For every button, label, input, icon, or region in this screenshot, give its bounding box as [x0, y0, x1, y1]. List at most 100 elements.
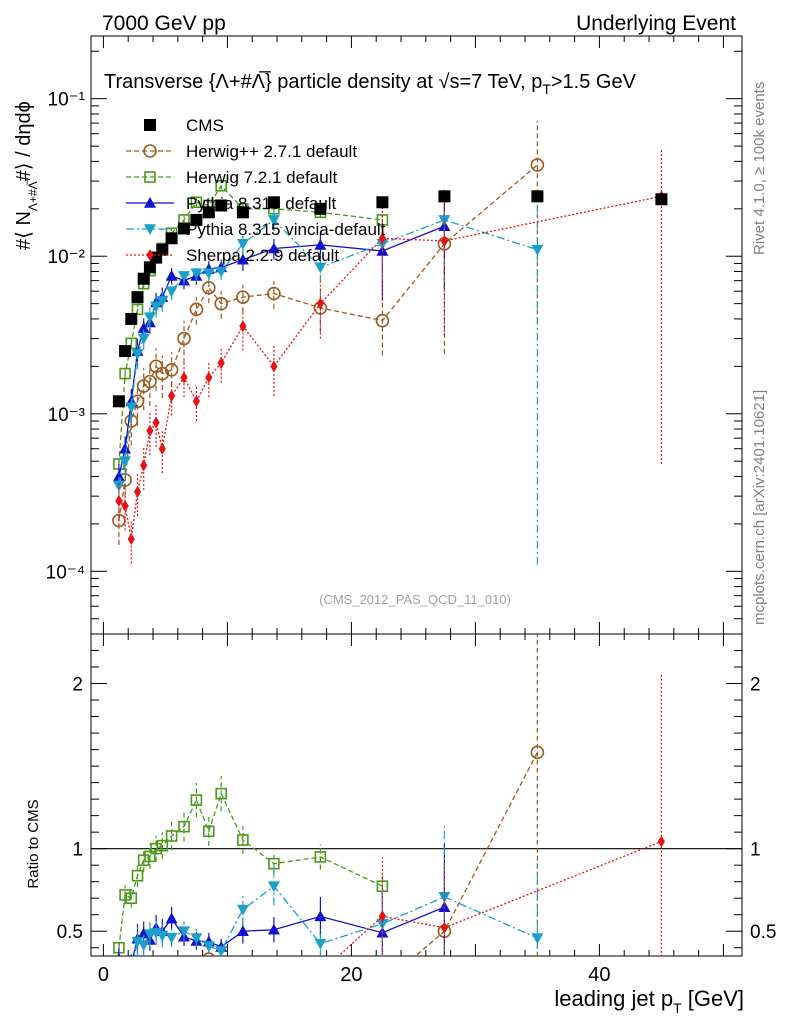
series-0-point [178, 222, 190, 235]
series-1-point [267, 286, 281, 301]
series-3-point [236, 253, 249, 265]
series-5-point [316, 297, 324, 310]
series-2-ratio-point [203, 825, 215, 838]
y-tick-label: 10⁻² [48, 247, 86, 268]
series-4-ratio-point [190, 933, 203, 945]
series-1-ratio-point [215, 968, 227, 980]
series-1-ratio-point [119, 983, 131, 995]
series-4-ratio-point [376, 918, 389, 930]
series-5-ratio-point [168, 991, 175, 1003]
series-1-ratio-point [125, 971, 137, 983]
series-5-point [127, 533, 135, 546]
series-5-ratio-point [128, 1001, 135, 1013]
series-3-point [137, 322, 150, 333]
series-0-point [112, 395, 125, 408]
y-axis-label: #⟨ NΛ+#Λ̅#⟩ / dηdϕ [13, 101, 40, 250]
ratio-y-tick-label-right: 1 [750, 840, 761, 861]
ratio-y-axis-label: Ratio to CMS [25, 799, 42, 888]
series-5-point [270, 360, 278, 373]
legend-label-2: Herwig 7.2.1 default [186, 168, 337, 187]
series-1-ratio-point [202, 952, 215, 956]
series-5-ratio-point [159, 999, 166, 1011]
series-5-ratio-point [205, 993, 212, 1005]
series-5-ratio-point [153, 993, 160, 1005]
series-4-ratio-point [119, 976, 131, 987]
series-4-ratio-point [531, 933, 544, 945]
series-0-point [125, 312, 138, 325]
series-4-ratio-point [202, 941, 215, 953]
ratio-y-tick-label: 0.5 [57, 922, 83, 943]
series-1-point [530, 158, 545, 172]
series-2-ratio-point [190, 794, 203, 806]
series-0-point [438, 190, 451, 203]
x-tick-label: 20 [340, 964, 362, 986]
series-2-ratio-point [125, 892, 138, 905]
series-1-ratio-point [113, 979, 125, 991]
series-4-point [190, 268, 203, 280]
series-0-point [137, 272, 150, 285]
series-4-point [156, 296, 169, 307]
series-4-point [267, 215, 280, 226]
series-3-ratio-point [125, 958, 137, 969]
series-5-point [239, 320, 247, 333]
analysis-watermark: (CMS_2012_PAS_QCD_11_010) [319, 592, 511, 607]
series-4-point [531, 244, 544, 256]
series-1-ratio-point [376, 979, 388, 991]
chart-title-tail: >1.5 GeV [551, 71, 637, 93]
chart-title: Transverse {Λ+#Λ̅} particle density at √… [104, 70, 637, 97]
series-5-ratio-line [337, 840, 662, 956]
series-0-point [376, 196, 389, 209]
series-5-ratio-point [378, 910, 386, 923]
series-1-point [143, 374, 157, 389]
series-3-ratio-point [165, 912, 178, 924]
axes: 0 20 40 10⁻⁴ 10⁻³ 10⁻² 10⁻¹ 0.5 0.5 1 1 2 2 [46, 36, 776, 986]
series-5-point [152, 416, 160, 429]
series-4-point [215, 266, 228, 278]
series-4-point [137, 333, 150, 345]
series-0-point [267, 196, 280, 209]
ratio-y-tick-label: 1 [72, 840, 83, 861]
series-2-ratio-point [237, 834, 249, 846]
x-tick-label: 0 [98, 964, 109, 986]
legend-label-4: Pythia 8.315 vincia-default [186, 220, 386, 239]
series-4-point [236, 238, 249, 250]
series-0-point [236, 206, 249, 219]
series-5-ratio-point [140, 997, 147, 1009]
series-5-point [192, 395, 200, 408]
legend-label-0: CMS [186, 116, 224, 135]
ratio-y-tick-label: 2 [72, 675, 83, 696]
series-1-ratio-point [132, 972, 144, 984]
series-2-point [125, 337, 138, 350]
legend-marker-1 [143, 144, 157, 158]
series-1-ratio-point [237, 960, 249, 972]
series-2-ratio-point [144, 850, 156, 863]
series-5-point [133, 485, 142, 498]
series-1-point [177, 331, 191, 346]
series-4-ratio-point [236, 904, 249, 916]
series-3-point [112, 470, 125, 482]
ratio-plot-frame [90, 633, 743, 957]
series-4-ratio-point [125, 964, 137, 975]
legend: CMS Herwig++ 2.7.1 default Herwig 7.2.1 de… [126, 116, 386, 265]
series-4-point [131, 349, 144, 360]
series-5-ratio-point [657, 835, 665, 848]
series-3-ratio-point [314, 910, 327, 922]
x-tick-label: 40 [588, 964, 610, 986]
series-3-point [267, 242, 280, 254]
legend-label-3: Pythia 8.315 default [186, 194, 337, 213]
header-left: 7000 GeV pp [102, 12, 226, 35]
header-right: Underlying Event [576, 12, 736, 35]
series-2-point [131, 303, 144, 316]
series-1-ratio-point [144, 977, 156, 989]
series-0-point [190, 213, 203, 226]
series-0-point [165, 232, 178, 245]
series-1-point [236, 290, 250, 304]
series-5-point [168, 389, 176, 402]
data-layer [112, 120, 668, 565]
chart-title-sub: T [542, 81, 551, 97]
series-0-point [119, 345, 132, 358]
series-1-ratio-point [150, 974, 162, 986]
series-2-ratio-point [165, 830, 178, 842]
series-4-ratio-point [113, 961, 125, 972]
